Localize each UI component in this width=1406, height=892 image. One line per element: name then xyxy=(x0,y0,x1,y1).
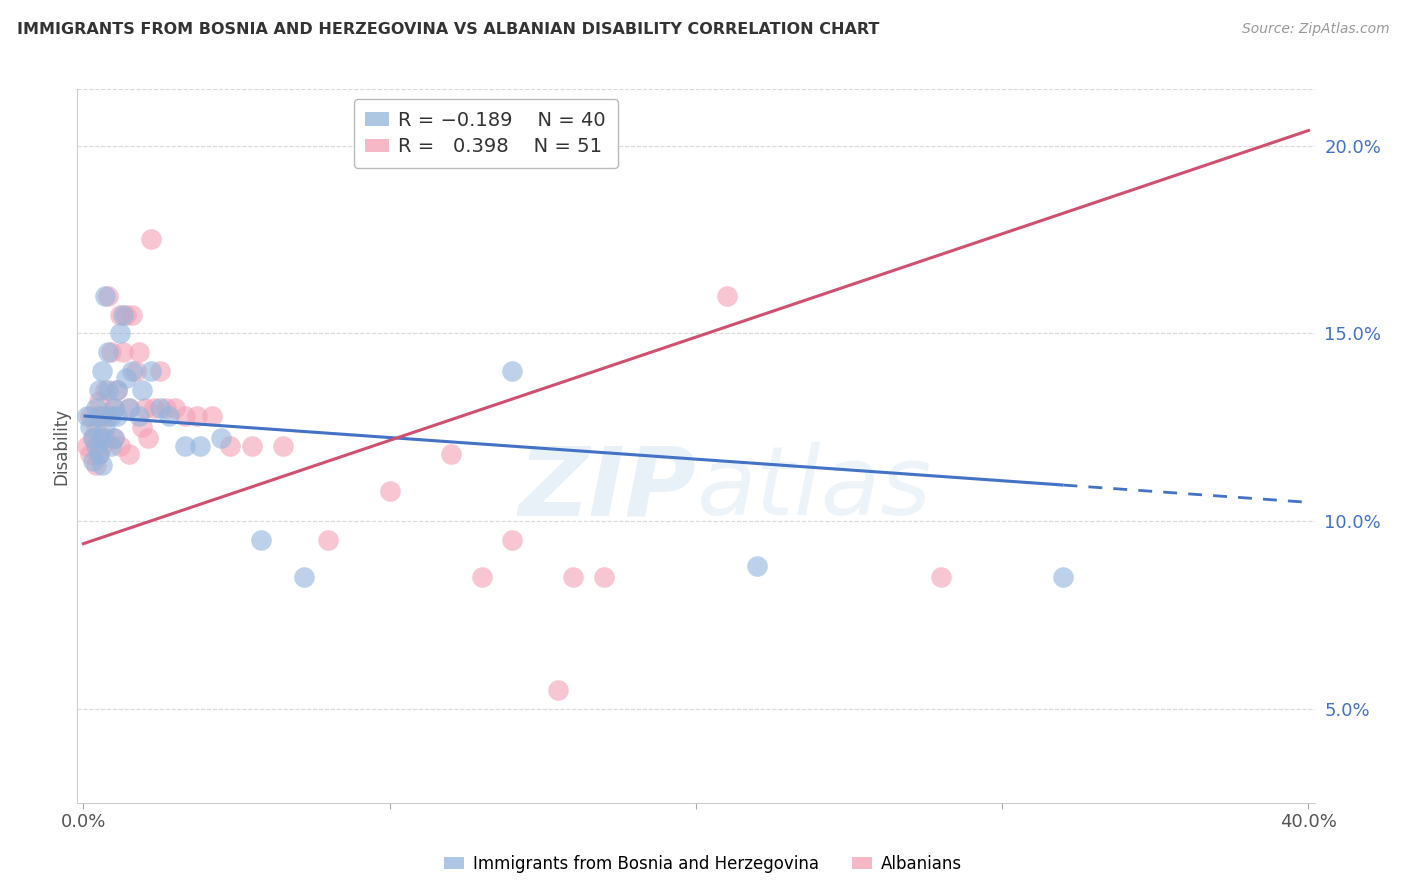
Point xyxy=(121,364,143,378)
Point xyxy=(105,383,128,397)
Point xyxy=(87,409,110,423)
Point xyxy=(155,401,177,416)
Point xyxy=(79,409,101,423)
Point xyxy=(471,570,494,584)
Point xyxy=(318,533,340,547)
Point xyxy=(747,559,769,574)
Point xyxy=(562,570,585,584)
Point xyxy=(121,308,143,322)
Point xyxy=(103,432,125,446)
Y-axis label: Disability: Disability xyxy=(52,408,70,484)
Point xyxy=(84,439,107,453)
Point xyxy=(97,383,120,397)
Point xyxy=(131,420,153,434)
Point xyxy=(716,289,738,303)
Point xyxy=(103,401,125,416)
Point xyxy=(84,420,107,434)
Point xyxy=(115,371,138,385)
Point xyxy=(97,289,120,303)
Point xyxy=(136,432,159,446)
Point xyxy=(112,345,135,359)
Point xyxy=(201,409,224,423)
Point xyxy=(87,393,110,408)
Point xyxy=(118,446,141,460)
Point xyxy=(94,289,117,303)
Point xyxy=(94,432,117,446)
Point xyxy=(87,446,110,460)
Point xyxy=(219,439,242,453)
Point xyxy=(100,439,122,453)
Point xyxy=(103,432,125,446)
Point xyxy=(82,432,104,446)
Point xyxy=(100,409,122,423)
Point xyxy=(134,401,156,416)
Point xyxy=(82,454,104,468)
Point xyxy=(240,439,263,453)
Point xyxy=(87,383,110,397)
Point xyxy=(87,446,110,460)
Point xyxy=(105,383,128,397)
Point xyxy=(97,409,120,423)
Point xyxy=(76,439,98,453)
Text: ZIP: ZIP xyxy=(517,442,696,535)
Point xyxy=(173,439,195,453)
Point xyxy=(76,409,98,423)
Point xyxy=(82,432,104,446)
Point xyxy=(118,401,141,416)
Point xyxy=(139,364,162,378)
Point xyxy=(128,409,150,423)
Point xyxy=(108,326,131,341)
Point xyxy=(94,420,117,434)
Point xyxy=(84,401,107,416)
Point xyxy=(108,308,131,322)
Point xyxy=(149,401,172,416)
Point xyxy=(84,458,107,472)
Point xyxy=(139,232,162,246)
Point xyxy=(79,420,101,434)
Point xyxy=(292,570,315,584)
Point xyxy=(90,409,112,423)
Text: Source: ZipAtlas.com: Source: ZipAtlas.com xyxy=(1241,22,1389,37)
Point xyxy=(97,345,120,359)
Point xyxy=(79,446,101,460)
Point xyxy=(142,401,165,416)
Point xyxy=(209,432,232,446)
Point xyxy=(118,401,141,416)
Point xyxy=(112,308,135,322)
Point xyxy=(271,439,294,453)
Point xyxy=(90,432,112,446)
Point xyxy=(94,383,117,397)
Point xyxy=(1052,570,1074,584)
Point xyxy=(547,683,569,698)
Legend: Immigrants from Bosnia and Herzegovina, Albanians: Immigrants from Bosnia and Herzegovina, … xyxy=(437,848,969,880)
Point xyxy=(100,345,122,359)
Point xyxy=(440,446,463,460)
Text: atlas: atlas xyxy=(696,442,931,535)
Point xyxy=(131,383,153,397)
Legend: R = −0.189    N = 40, R =   0.398    N = 51: R = −0.189 N = 40, R = 0.398 N = 51 xyxy=(354,99,617,168)
Point xyxy=(90,439,112,453)
Point xyxy=(128,345,150,359)
Point xyxy=(165,401,187,416)
Point xyxy=(188,439,211,453)
Point xyxy=(186,409,208,423)
Point xyxy=(378,484,401,499)
Point xyxy=(115,308,138,322)
Point xyxy=(173,409,195,423)
Point xyxy=(593,570,616,584)
Point xyxy=(501,533,523,547)
Point xyxy=(108,439,131,453)
Point xyxy=(149,364,172,378)
Point xyxy=(250,533,273,547)
Point xyxy=(929,570,952,584)
Point xyxy=(124,364,146,378)
Point xyxy=(501,364,523,378)
Point xyxy=(157,409,180,423)
Point xyxy=(90,458,112,472)
Text: IMMIGRANTS FROM BOSNIA AND HERZEGOVINA VS ALBANIAN DISABILITY CORRELATION CHART: IMMIGRANTS FROM BOSNIA AND HERZEGOVINA V… xyxy=(17,22,879,37)
Point xyxy=(105,409,128,423)
Point xyxy=(90,364,112,378)
Point xyxy=(103,401,125,416)
